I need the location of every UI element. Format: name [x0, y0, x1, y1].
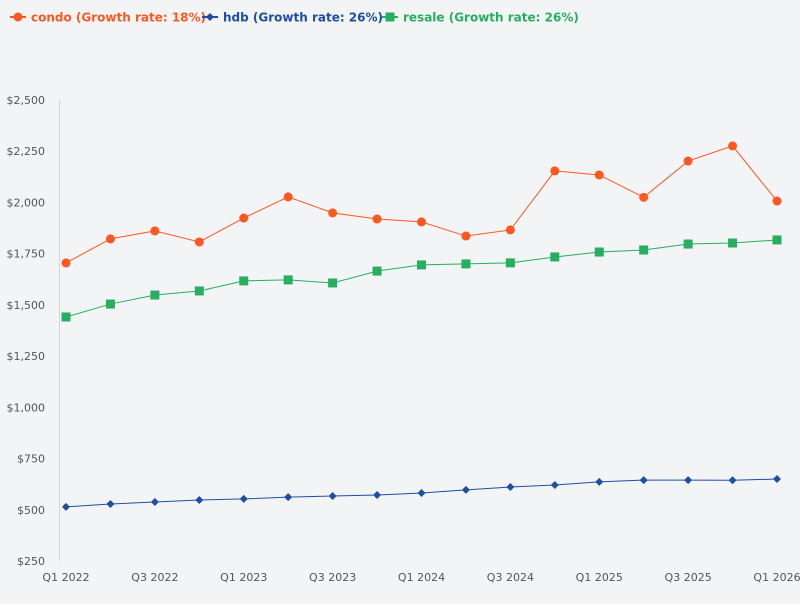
data-point: [417, 217, 426, 227]
data-point: [150, 290, 160, 300]
series-condo: [61, 141, 782, 268]
y-tick-label: $2,500: [7, 94, 46, 107]
y-tick-label: $750: [17, 453, 45, 466]
data-point: [639, 245, 649, 255]
legend-item-condo[interactable]: condo (Growth rate: 18%): [10, 11, 206, 25]
data-point: [684, 476, 693, 485]
series-hdb: [62, 475, 781, 511]
data-point: [283, 192, 293, 202]
data-point: [328, 208, 338, 218]
x-tick-label: Q3 2025: [665, 571, 712, 584]
data-point: [506, 483, 515, 492]
data-point: [105, 234, 115, 244]
data-point: [61, 312, 71, 322]
data-point: [772, 235, 782, 245]
data-point: [505, 225, 515, 235]
data-point: [683, 156, 693, 166]
data-point: [150, 226, 160, 236]
data-point: [328, 492, 337, 501]
series-line: [65, 145, 778, 264]
data-point: [728, 238, 738, 248]
data-point: [461, 259, 471, 269]
data-point: [550, 480, 559, 489]
plot-area: [61, 141, 782, 511]
data-point: [417, 260, 426, 270]
data-point: [239, 494, 248, 503]
data-point: [773, 475, 781, 484]
x-tick-label: Q3 2024: [487, 571, 534, 584]
data-point: [595, 477, 604, 486]
legend-marker-icon: [13, 12, 23, 22]
data-point: [194, 237, 204, 247]
data-point: [683, 239, 693, 249]
data-point: [372, 266, 382, 276]
data-point: [105, 299, 115, 309]
legend-item-hdb[interactable]: hdb (Growth rate: 26%): [202, 11, 383, 25]
data-point: [505, 258, 515, 268]
x-tick-label: Q1 2024: [398, 571, 445, 584]
data-point: [195, 495, 204, 504]
data-point: [239, 276, 249, 286]
data-point: [550, 166, 560, 176]
data-point: [373, 491, 382, 500]
data-point: [728, 141, 738, 151]
data-point: [639, 476, 648, 485]
y-tick-label: $250: [17, 555, 45, 568]
legend-item-resale[interactable]: resale (Growth rate: 26%): [382, 11, 579, 25]
legend-marker-icon: [206, 13, 214, 21]
y-tick-label: $1,500: [7, 299, 46, 312]
legend-label: hdb (Growth rate: 26%): [223, 11, 383, 25]
data-point: [150, 497, 159, 506]
data-point: [594, 247, 604, 257]
data-point: [417, 488, 426, 497]
x-tick-label: Q3 2022: [131, 571, 178, 584]
x-tick-label: Q1 2026: [753, 571, 800, 584]
data-point: [194, 286, 204, 296]
y-axis: $250 $500 $750 $1,000 $1,250 $1,500 $1,750 $2,0…: [7, 94, 46, 568]
legend: condo (Growth rate: 18%) hdb (Growth rate…: [10, 11, 579, 25]
y-tick-label: $2,250: [7, 145, 46, 158]
data-point: [639, 192, 649, 202]
data-point: [239, 213, 249, 223]
x-tick-label: Q1 2022: [42, 571, 89, 584]
data-point: [772, 196, 782, 206]
legend-label: resale (Growth rate: 26%): [403, 11, 579, 25]
data-point: [461, 485, 470, 494]
series-resale: [61, 235, 782, 322]
data-point: [284, 493, 293, 502]
data-point: [461, 231, 471, 241]
y-tick-label: $500: [17, 504, 45, 517]
legend-marker-icon: [385, 12, 395, 22]
y-tick-label: $2,000: [7, 196, 46, 209]
data-point: [106, 500, 115, 509]
data-point: [728, 476, 737, 485]
data-point: [328, 278, 338, 288]
x-tick-label: Q3 2023: [309, 571, 356, 584]
y-tick-label: $1,000: [7, 401, 46, 414]
data-point: [61, 258, 71, 268]
x-axis: Q1 2022 Q3 2022 Q1 2023 Q3 2023 Q1 2024 Q3 20…: [42, 571, 800, 584]
x-tick-label: Q1 2025: [576, 571, 623, 584]
data-point: [372, 214, 382, 224]
data-point: [594, 170, 604, 180]
y-tick-label: $1,250: [7, 350, 46, 363]
y-tick-label: $1,750: [7, 248, 46, 261]
data-point: [550, 252, 560, 262]
legend-label: condo (Growth rate: 18%): [31, 11, 206, 25]
series-line: [65, 239, 778, 318]
data-point: [62, 502, 70, 511]
data-point: [283, 275, 293, 285]
x-tick-label: Q1 2023: [220, 571, 267, 584]
